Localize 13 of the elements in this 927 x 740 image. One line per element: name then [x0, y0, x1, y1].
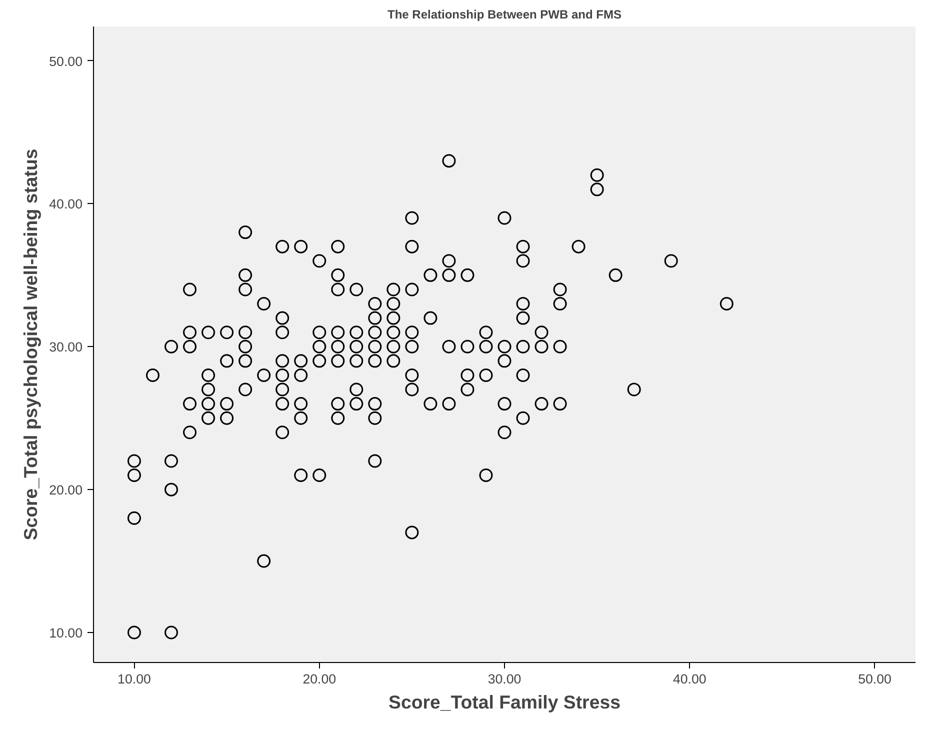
x-tick-label: 10.00 [118, 672, 151, 686]
x-tick-label: 20.00 [302, 672, 336, 686]
y-tick-label: 20.00 [49, 482, 83, 498]
x-tick-label: 50.00 [858, 672, 892, 686]
x-tick-label: 40.00 [672, 672, 706, 686]
y-tick-label: 30.00 [49, 340, 83, 355]
y-axis-title: Score_Total psychological well-being status [20, 148, 42, 540]
x-tick-label: 30.00 [488, 672, 522, 686]
y-tick-label: 50.00 [49, 54, 83, 69]
x-axis-title: Score_Total Family Stress [388, 692, 620, 712]
y-tick-label: 40.00 [49, 196, 83, 212]
y-tick-label: 10.00 [49, 625, 83, 640]
chart-title: The Relationship Between PWB and FMS [387, 8, 622, 22]
